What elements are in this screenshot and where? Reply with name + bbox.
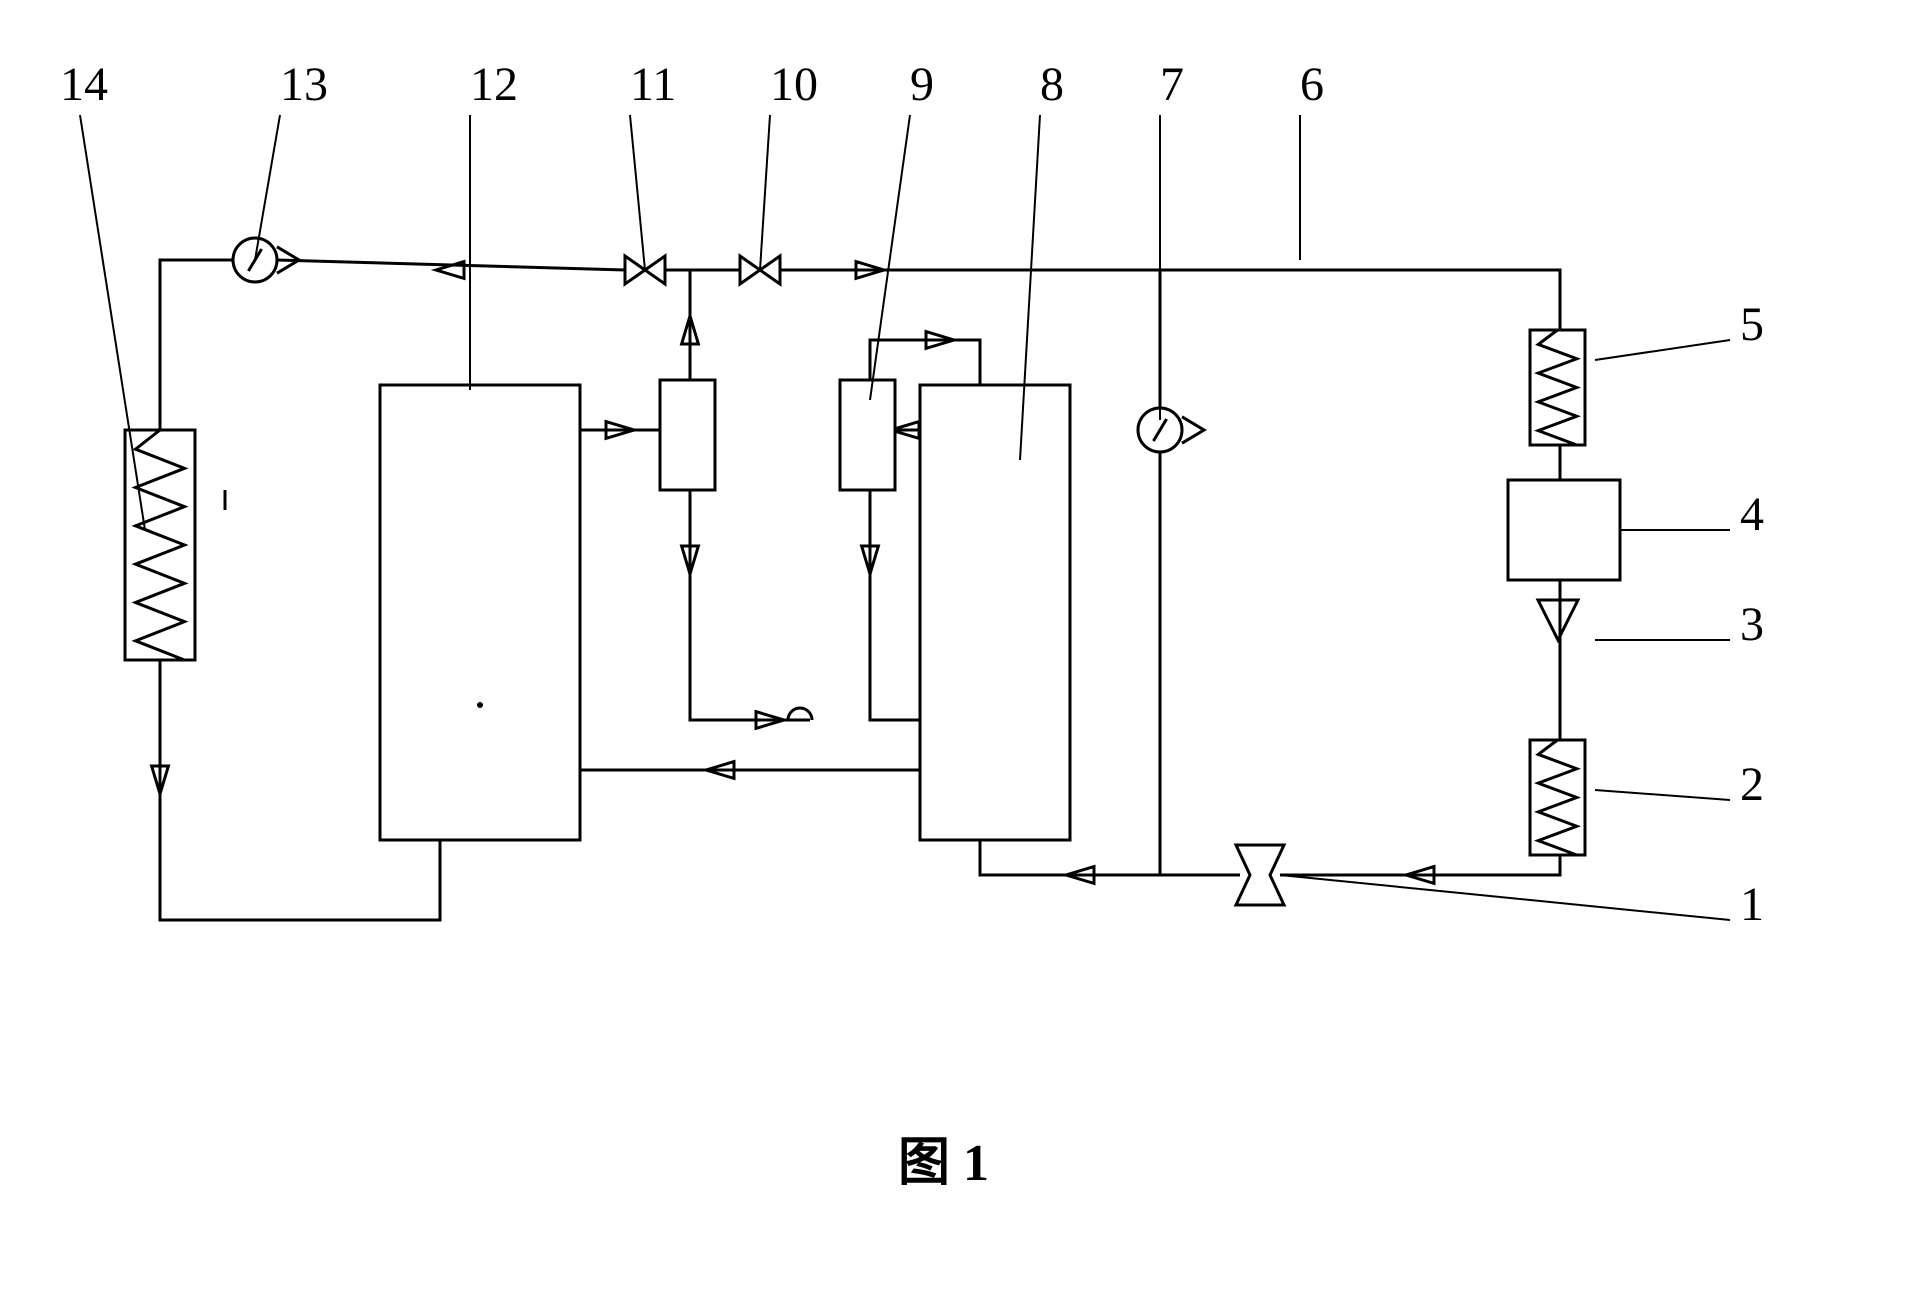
leader-line (255, 115, 280, 260)
label-12: 12 (470, 58, 518, 111)
leader-line (1280, 875, 1730, 920)
label-3: 3 (1740, 598, 1764, 651)
leader-line (1595, 340, 1730, 360)
block-12 (380, 385, 580, 840)
valve-10 (740, 256, 760, 284)
pump-7-outlet (1182, 417, 1204, 443)
pipe (160, 260, 233, 430)
pipe-jump (788, 708, 812, 720)
label-9: 9 (910, 58, 934, 111)
leader-line (760, 115, 770, 270)
block-4 (1508, 480, 1620, 580)
venturi-1 (1236, 845, 1284, 905)
label-7: 7 (1160, 58, 1184, 111)
label-6: 6 (1300, 58, 1324, 111)
pipe (980, 840, 1240, 875)
sep-left (660, 380, 715, 490)
pipe (690, 490, 800, 720)
valve-11 (645, 256, 665, 284)
leader-line (1595, 790, 1730, 800)
leader-line (870, 115, 910, 400)
label-8: 8 (1040, 58, 1064, 111)
label-14: 14 (60, 58, 108, 111)
label-1: 1 (1740, 878, 1764, 931)
label-10: 10 (770, 58, 818, 111)
valve-10 (760, 256, 780, 284)
label-11: 11 (630, 58, 676, 111)
figure-caption: 图 1 (898, 1135, 989, 1192)
leader-line (80, 115, 145, 530)
label-4: 4 (1740, 488, 1764, 541)
sep-9 (840, 380, 895, 490)
label-2: 2 (1740, 758, 1764, 811)
leader-line (630, 115, 645, 270)
valve-11 (625, 256, 645, 284)
pipe (870, 490, 920, 720)
label-5: 5 (1740, 298, 1764, 351)
stray-dot (477, 702, 483, 708)
block-8 (920, 385, 1070, 840)
label-13: 13 (280, 58, 328, 111)
pipe (780, 270, 1560, 330)
check-3 (1538, 600, 1578, 640)
